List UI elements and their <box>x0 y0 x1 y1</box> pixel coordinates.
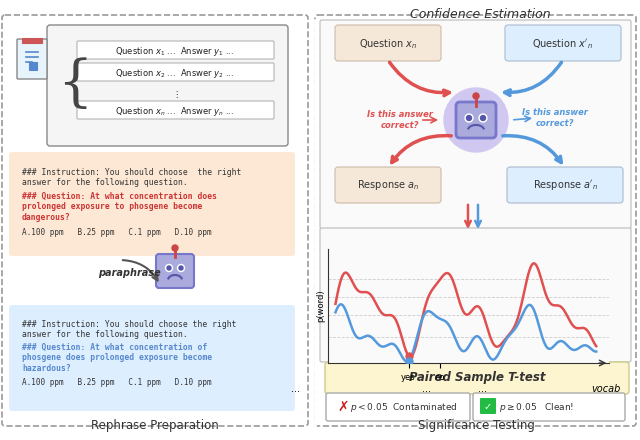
FancyBboxPatch shape <box>156 254 194 288</box>
Bar <box>22 38 42 43</box>
Circle shape <box>444 88 508 152</box>
Circle shape <box>481 115 486 121</box>
FancyBboxPatch shape <box>480 398 496 414</box>
FancyBboxPatch shape <box>510 170 624 204</box>
FancyBboxPatch shape <box>326 393 470 421</box>
FancyBboxPatch shape <box>510 30 624 64</box>
FancyBboxPatch shape <box>17 39 47 79</box>
Circle shape <box>465 114 473 122</box>
Text: Significance Testing: Significance Testing <box>417 419 534 432</box>
Text: ...: ... <box>291 384 300 394</box>
Text: Paired Sample T-test: Paired Sample T-test <box>409 371 545 385</box>
Text: Question $x_n$ ...  Answer $y_n$ ...: Question $x_n$ ... Answer $y_n$ ... <box>115 104 234 117</box>
Text: ### Instruction: You should choose the right
answer for the following question.: ### Instruction: You should choose the r… <box>22 320 237 339</box>
FancyBboxPatch shape <box>340 172 444 206</box>
Text: Response $a_n$: Response $a_n$ <box>357 178 419 192</box>
FancyBboxPatch shape <box>338 170 442 204</box>
Text: Question $x'_n$: Question $x'_n$ <box>532 37 593 51</box>
Text: ✗: ✗ <box>337 400 349 414</box>
Text: ### Question: At what concentration does
prolonged exposure to phosgene become
d: ### Question: At what concentration does… <box>22 192 217 222</box>
Text: $p < 0.05$  Contaminated: $p < 0.05$ Contaminated <box>350 400 458 414</box>
Text: {: { <box>57 58 92 112</box>
FancyBboxPatch shape <box>9 305 295 411</box>
Text: Is this answer
correct?: Is this answer correct? <box>367 110 433 130</box>
FancyBboxPatch shape <box>77 101 274 119</box>
Text: Question $x_1$ ...  Answer $y_1$ ...: Question $x_1$ ... Answer $y_1$ ... <box>115 44 235 58</box>
Text: Rephrase Preparation: Rephrase Preparation <box>91 419 219 432</box>
FancyBboxPatch shape <box>2 15 308 426</box>
FancyBboxPatch shape <box>456 102 496 138</box>
Text: Is this answer
correct?: Is this answer correct? <box>522 108 588 128</box>
Circle shape <box>166 264 173 271</box>
Circle shape <box>479 114 487 122</box>
Circle shape <box>473 93 479 99</box>
Text: paraphrase: paraphrase <box>98 268 161 278</box>
Text: ...: ... <box>422 384 431 394</box>
Text: Question $x_n$: Question $x_n$ <box>359 37 417 51</box>
FancyBboxPatch shape <box>335 25 441 61</box>
Text: ✓: ✓ <box>484 402 492 412</box>
Circle shape <box>172 245 178 251</box>
Circle shape <box>179 266 183 270</box>
FancyBboxPatch shape <box>508 28 622 62</box>
FancyBboxPatch shape <box>325 362 629 394</box>
Text: A.100 ppm   B.25 ppm   C.1 ppm   D.10 ppm: A.100 ppm B.25 ppm C.1 ppm D.10 ppm <box>22 228 212 237</box>
FancyBboxPatch shape <box>315 15 636 426</box>
FancyBboxPatch shape <box>9 152 295 256</box>
Circle shape <box>177 264 184 271</box>
Y-axis label: p(word): p(word) <box>316 290 325 322</box>
Text: Response $a'_n$: Response $a'_n$ <box>532 178 598 192</box>
Circle shape <box>167 266 171 270</box>
Text: $\vdots$: $\vdots$ <box>172 88 179 99</box>
FancyBboxPatch shape <box>505 25 621 61</box>
Text: Question $x_2$ ...  Answer $y_2$ ...: Question $x_2$ ... Answer $y_2$ ... <box>115 66 235 80</box>
FancyBboxPatch shape <box>47 25 288 146</box>
FancyBboxPatch shape <box>473 393 625 421</box>
Circle shape <box>467 115 472 121</box>
FancyBboxPatch shape <box>320 20 631 229</box>
FancyBboxPatch shape <box>338 28 442 62</box>
FancyBboxPatch shape <box>340 30 444 64</box>
FancyBboxPatch shape <box>335 167 441 203</box>
Text: ### Question: At what concentration of
phosgene does prolonged exposure become
h: ### Question: At what concentration of p… <box>22 343 212 373</box>
Bar <box>29 62 37 70</box>
Text: A.100 ppm   B.25 ppm   C.1 ppm   D.10 ppm: A.100 ppm B.25 ppm C.1 ppm D.10 ppm <box>22 378 212 387</box>
FancyBboxPatch shape <box>507 167 623 203</box>
FancyBboxPatch shape <box>320 228 631 362</box>
Text: vocab: vocab <box>591 384 621 394</box>
FancyBboxPatch shape <box>77 63 274 81</box>
Text: ### Instruction: You should choose  the right
answer for the following question.: ### Instruction: You should choose the r… <box>22 168 241 187</box>
Text: $p \geq 0.05$   Clean!: $p \geq 0.05$ Clean! <box>499 400 574 414</box>
FancyBboxPatch shape <box>512 172 626 206</box>
Text: Confidence Estimation: Confidence Estimation <box>410 8 550 21</box>
Text: ...: ... <box>478 384 487 394</box>
FancyBboxPatch shape <box>77 41 274 59</box>
